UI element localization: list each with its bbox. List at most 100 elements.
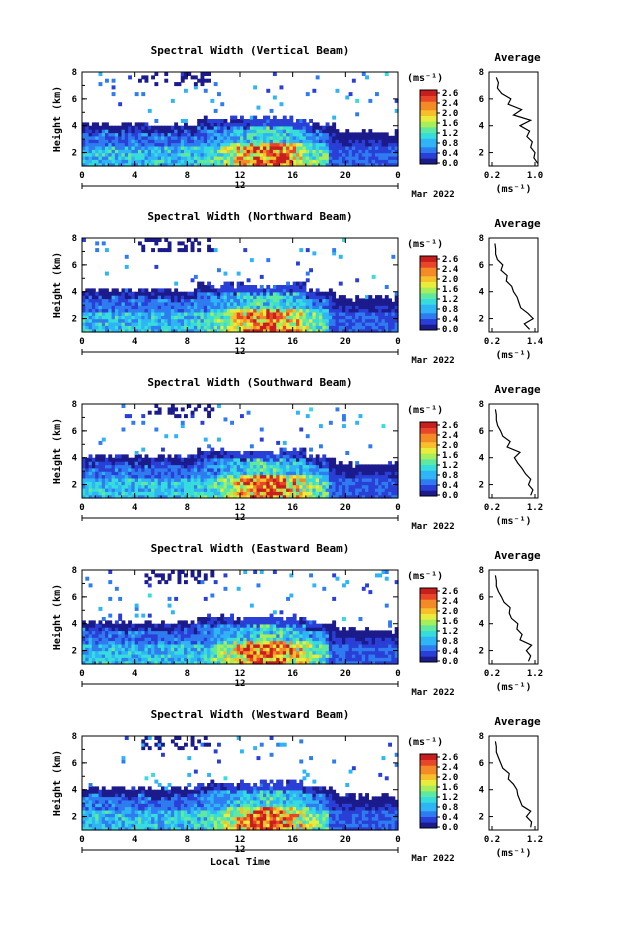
heatmap-cell — [82, 627, 86, 632]
heatmap-cell — [351, 152, 356, 157]
heatmap-cell — [223, 142, 228, 147]
heatmap-cell — [243, 633, 248, 638]
heatmap-cell — [226, 464, 231, 469]
heatmap-cell — [128, 162, 132, 167]
heatmap-cell — [105, 122, 109, 127]
heatmap-cell — [207, 295, 211, 300]
heatmap-cell — [230, 617, 234, 621]
heatmap-cell — [371, 311, 376, 316]
heatmap-cell — [105, 315, 109, 320]
heatmap-cell — [319, 328, 323, 333]
heatmap-cell — [296, 318, 300, 323]
heatmap-cell — [384, 145, 389, 150]
heatmap-cell — [85, 464, 90, 469]
heatmap-cell — [328, 328, 333, 333]
heatmap-cell — [263, 451, 267, 455]
heatmap-cell — [263, 298, 267, 303]
heatmap-cell — [187, 491, 192, 496]
heatmap-cell — [118, 640, 123, 645]
heatmap-cell — [141, 623, 146, 628]
heatmap-cell — [332, 115, 337, 120]
heatmap-cell — [154, 637, 159, 642]
heatmap-cell — [355, 474, 360, 479]
heatmap-cell — [286, 159, 290, 164]
heatmap-cell — [335, 88, 340, 93]
heatmap-cell — [269, 467, 274, 472]
heatmap-cell — [210, 152, 215, 157]
profile-title: Average — [494, 51, 541, 64]
heatmap-cell — [190, 650, 195, 655]
heatmap-cell — [190, 414, 195, 419]
heatmap-cell — [230, 471, 234, 476]
heatmap-cell — [342, 139, 346, 144]
heatmap-cell — [134, 640, 139, 645]
heatmap-cell — [220, 102, 225, 107]
heatmap-cell — [151, 637, 155, 642]
heatmap-cell — [98, 633, 103, 638]
heatmap-cell — [167, 129, 172, 134]
heatmap-cell — [226, 291, 231, 296]
heatmap-cell — [138, 298, 142, 303]
heatmap-cell — [213, 627, 218, 632]
heatmap-cell — [358, 325, 363, 330]
heatmap-cell — [108, 653, 113, 658]
colorbar-swatch — [420, 275, 437, 280]
heatmap-cell — [161, 149, 165, 154]
profile-line — [495, 77, 539, 164]
heatmap-cell — [174, 149, 179, 154]
heatmap-cell — [91, 142, 96, 147]
heatmap-cell — [223, 298, 228, 303]
heatmap-cell — [88, 660, 93, 665]
heatmap-cell — [193, 305, 198, 310]
heatmap-cell — [319, 481, 323, 486]
heatmap-cell — [322, 298, 327, 303]
heatmap-cell — [197, 152, 202, 157]
heatmap-cell — [88, 494, 93, 499]
heatmap-cell — [101, 660, 106, 665]
heatmap-cell — [342, 325, 346, 330]
heatmap-cell — [187, 328, 192, 333]
heatmap-cell — [217, 657, 221, 662]
heatmap-cell — [230, 643, 234, 648]
heatmap-cell — [121, 301, 126, 306]
heatmap-cell — [177, 467, 182, 472]
heatmap-cell — [236, 650, 241, 655]
heatmap-cell — [184, 633, 188, 638]
heatmap-cell — [358, 494, 363, 499]
heatmap-cell — [118, 464, 123, 469]
heatmap-cell — [174, 454, 179, 459]
heatmap-cell — [82, 474, 86, 479]
heatmap-cell — [193, 653, 198, 658]
heatmap-cell — [105, 149, 109, 154]
heatmap-cell — [279, 481, 284, 486]
heatmap-cell — [124, 135, 129, 140]
heatmap-cell — [207, 305, 211, 310]
heatmap-cell — [114, 620, 119, 625]
heatmap-cell — [193, 82, 198, 87]
heatmap-cell — [177, 660, 182, 665]
heatmap-cell — [174, 464, 179, 469]
heatmap-cell — [282, 159, 287, 164]
heatmap-cell — [180, 72, 185, 76]
heatmap-cell — [105, 477, 109, 482]
heatmap-cell — [236, 471, 241, 476]
heatmap-cell — [157, 487, 162, 492]
heatmap-cell — [180, 657, 185, 662]
heatmap-cell — [315, 487, 320, 492]
heatmap-cell — [276, 308, 281, 313]
heatmap-cell — [177, 152, 182, 157]
heatmap-cell — [170, 410, 175, 415]
heatmap-cell — [286, 461, 290, 466]
heatmap-cell — [388, 321, 392, 326]
heatmap-cell — [384, 467, 389, 472]
heatmap-cell — [384, 135, 389, 140]
heatmap-cell — [279, 102, 284, 107]
heatmap-cell — [315, 315, 320, 320]
heatmap-cell — [197, 477, 202, 482]
heatmap-cell — [256, 494, 261, 499]
heatmap-cell — [85, 471, 90, 476]
heatmap-cell — [361, 315, 366, 320]
heatmap-cell — [319, 494, 323, 499]
heatmap-cell — [328, 291, 333, 296]
heatmap-cell — [200, 451, 205, 455]
